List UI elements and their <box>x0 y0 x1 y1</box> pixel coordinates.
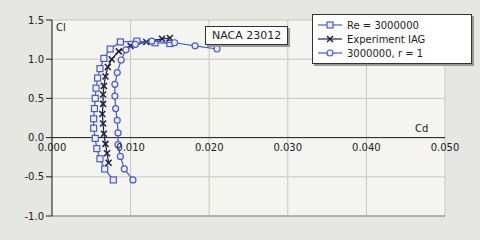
svg-text:0.000: 0.000 <box>38 142 67 153</box>
html-text:Re = 3000000: Re = 3000000 <box>347 19 419 31</box>
svg-text:0.0: 0.0 <box>28 132 44 143</box>
svg-text:-0.5: -0.5 <box>24 171 44 182</box>
svg-text:0.050: 0.050 <box>431 142 460 153</box>
svg-text:1.5: 1.5 <box>28 15 44 26</box>
html-text:3000000, r = 1: 3000000, r = 1 <box>347 47 424 59</box>
svg-text:0.5: 0.5 <box>28 93 44 104</box>
svg-text:0.010: 0.010 <box>116 142 145 153</box>
svg-text:0.030: 0.030 <box>273 142 302 153</box>
html-text:Cd: Cd <box>415 122 429 134</box>
svg-text:-1.0: -1.0 <box>24 211 44 222</box>
html-text:Experiment IAG: Experiment IAG <box>347 33 426 45</box>
svg-text:0.040: 0.040 <box>352 142 381 153</box>
html-text:NACA 23012: NACA 23012 <box>212 29 282 42</box>
svg-text:1.0: 1.0 <box>28 54 44 65</box>
html-text:Cl: Cl <box>56 22 66 33</box>
svg-text:0.020: 0.020 <box>195 142 224 153</box>
